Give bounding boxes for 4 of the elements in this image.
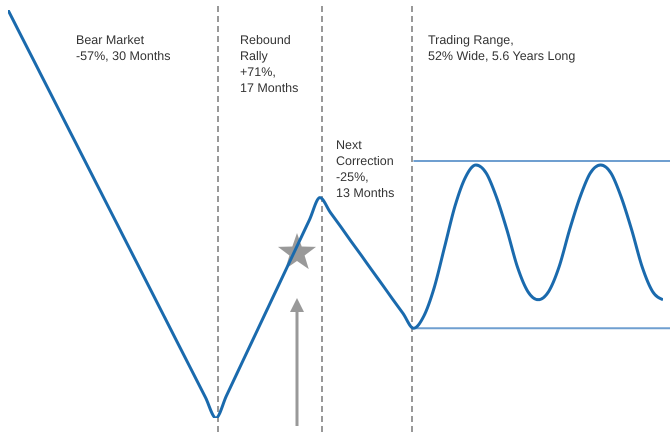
annotation: Rebound Rally +71%, 17 Months (240, 32, 298, 96)
annotation: Trading Range, 52% Wide, 5.6 Years Long (428, 32, 576, 64)
annotation: Bear Market -57%, 30 Months (76, 32, 170, 64)
annotation: Next Correction -25%, 13 Months (336, 137, 394, 201)
